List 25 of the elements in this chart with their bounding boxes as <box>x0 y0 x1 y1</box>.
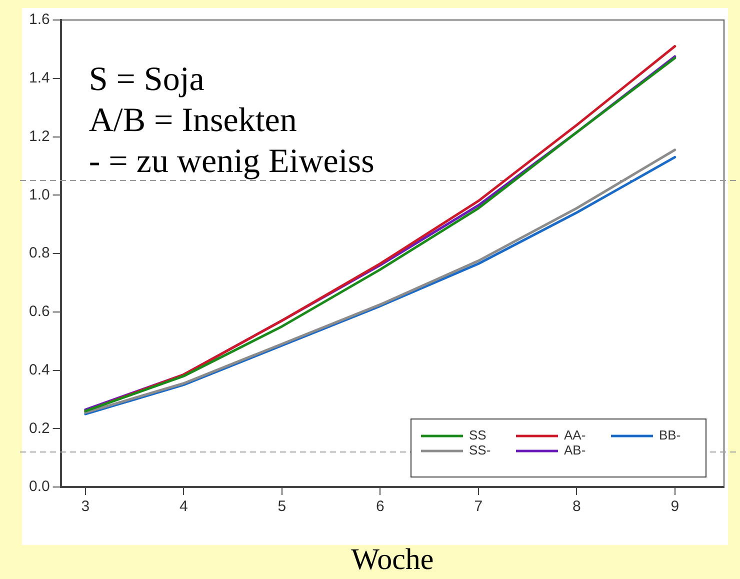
y-tick-label: 0.2 <box>28 420 50 437</box>
x-tick-label: 9 <box>670 498 680 516</box>
x-tick-label: 4 <box>179 498 188 516</box>
annotation: - = zu wenig Eiweiss <box>88 143 374 180</box>
x-tick-label: 7 <box>474 498 483 516</box>
x-tick-label: 6 <box>376 498 384 516</box>
legend-label: SS- <box>469 442 491 458</box>
y-tick-label: 1.4 <box>28 70 50 87</box>
y-tick-label: 1.6 <box>28 11 50 28</box>
y-tick-label: 1.0 <box>28 186 50 204</box>
legend-label: AA- <box>564 428 586 443</box>
annotation: A/B = Insekten <box>88 102 297 139</box>
y-tick-label: 0.8 <box>28 244 50 262</box>
y-tick-label: 1.2 <box>28 128 50 145</box>
x-tick-label: 3 <box>81 498 90 516</box>
x-axis-title: Woche <box>351 542 434 576</box>
y-tick-label: 0.6 <box>28 303 50 320</box>
annotation: S = Soja <box>88 61 204 98</box>
y-tick-label: 0.0 <box>28 478 50 496</box>
legend-label: AB- <box>564 442 586 458</box>
y-tick-label: 0.4 <box>28 361 50 378</box>
legend-label: BB- <box>659 428 681 443</box>
x-tick-label: 8 <box>572 498 581 516</box>
legend-label: SS <box>469 428 487 443</box>
x-tick-label: 5 <box>278 498 286 516</box>
